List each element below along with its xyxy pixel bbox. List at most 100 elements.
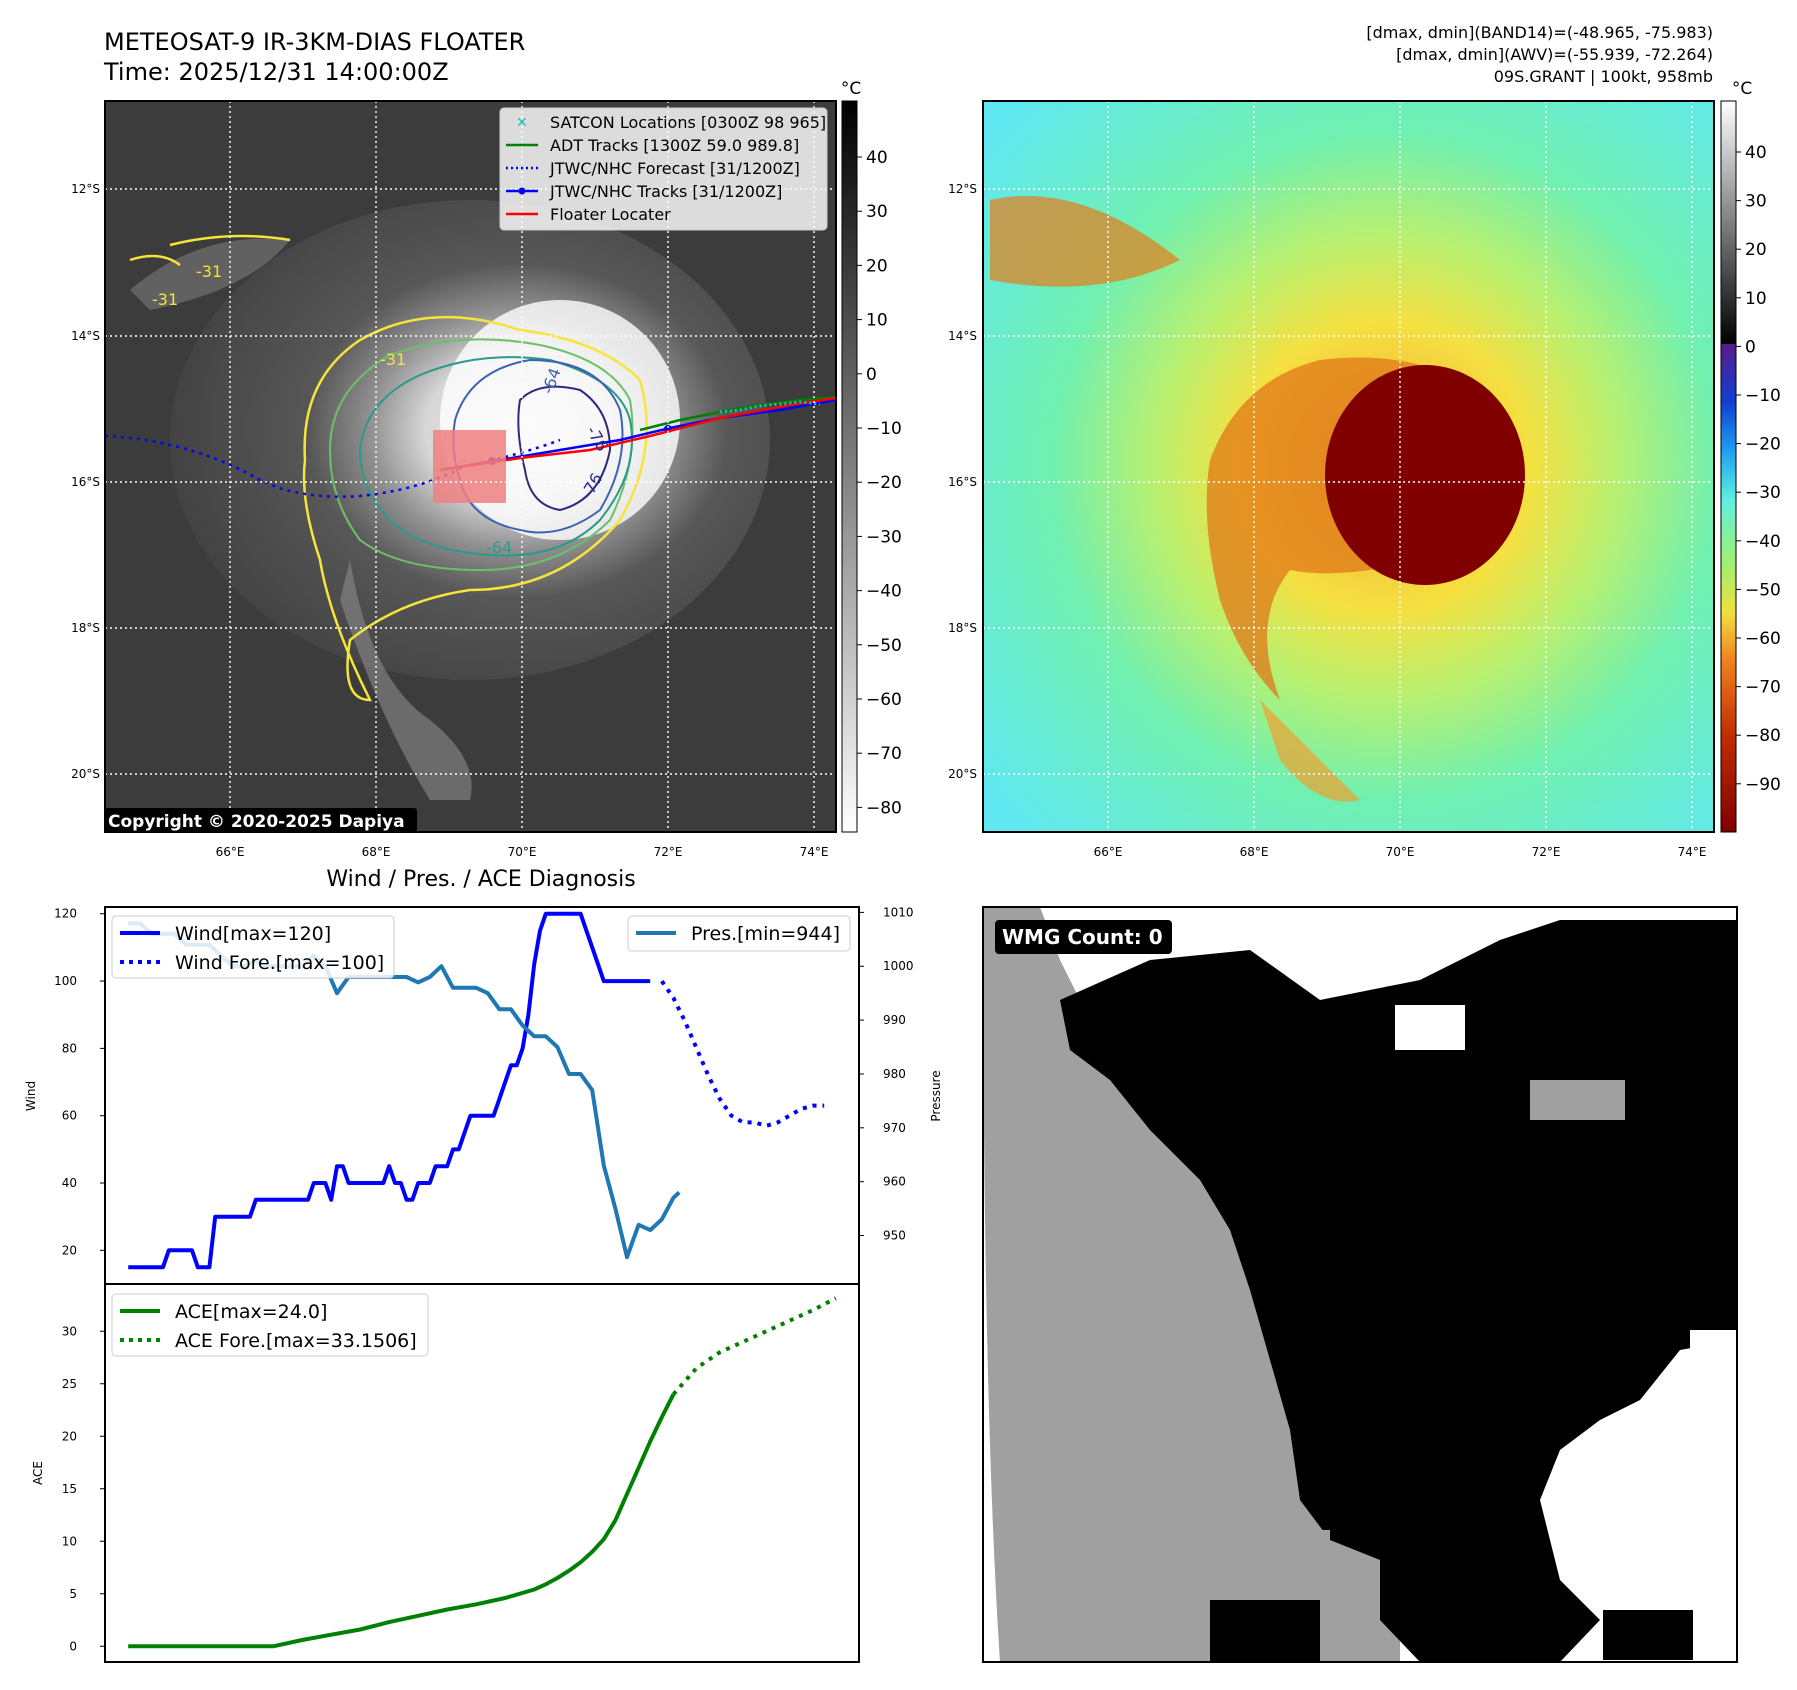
wmg-white-patch	[1395, 1005, 1465, 1050]
awv-colorbar-tick-label: 0	[1745, 337, 1756, 357]
ir-rainband	[340, 560, 472, 800]
wind-ytick-label: 40	[62, 1176, 77, 1190]
ir-colorbar-tick-label: 20	[866, 256, 888, 276]
legend-label: Floater Locater	[550, 205, 671, 224]
awv-colorbar-tick-label: 40	[1745, 143, 1767, 163]
awv-colorbar-tick-label: −20	[1745, 435, 1781, 455]
contour-label: -31	[380, 350, 406, 369]
pressure-ytick-label: 990	[883, 1013, 906, 1027]
ir-colorbar-tick-label: 30	[866, 202, 888, 222]
awv-core	[1325, 365, 1525, 585]
lat-label: 18°S	[71, 621, 100, 635]
ace-ytick-label: 25	[62, 1377, 77, 1391]
ace-axis-label: ACE	[31, 1461, 45, 1485]
awv-colorbar-tick-label: −50	[1745, 580, 1781, 600]
legend-swatch-satcon: ✕	[516, 115, 528, 131]
adt-track	[639, 395, 836, 432]
ace-legend-box	[111, 1293, 429, 1357]
awv-colorbar-ramp-bottom	[1721, 344, 1736, 832]
ace-ytick-label: 20	[62, 1429, 77, 1443]
awv-band-s	[1260, 700, 1360, 802]
lon-label: 74°E	[800, 845, 829, 859]
wind-ytick-label: 20	[62, 1243, 77, 1257]
contour-label: -64	[486, 538, 512, 557]
awv-colorbar-tick-label: −70	[1745, 678, 1781, 698]
awv-colorbar-tick-label: 10	[1745, 289, 1767, 309]
legend-label-ace-fore: ACE Fore.[max=33.1506]	[175, 1330, 417, 1352]
pressure-legend-box	[627, 915, 851, 952]
pressure-ytick-label: 1000	[883, 959, 914, 973]
pressure-ytick-label: 950	[883, 1229, 906, 1243]
wind-legend: Wind[max=120] Wind Fore.[max=100]	[111, 915, 395, 979]
contour-31	[302, 315, 648, 702]
awv-lat-labels: 12°S 14°S 16°S 18°S 20°S	[948, 182, 977, 781]
awv-map-panel: 12°S 14°S 16°S 18°S 20°S 66°E 68°E 70°E …	[948, 79, 1781, 859]
wind-ytick-label: 100	[54, 974, 77, 988]
awv-colorbar-tick-label: −40	[1745, 532, 1781, 552]
contour-label: -31	[196, 262, 222, 281]
wmg-gray-patch	[1530, 1080, 1625, 1120]
copyright-badge	[104, 808, 417, 832]
lon-label: 66°E	[1094, 845, 1123, 859]
ir-map-panel: -31 -31 -31 -64 -76 -76 -64 12°S 14°S 16…	[71, 79, 902, 859]
ace-chart-plot: 0 5 10 15 20 25 30	[62, 1296, 837, 1653]
ir-colorbar-tick-label: −70	[866, 744, 902, 764]
lat-label: 14°S	[71, 329, 100, 343]
awv-colorbar-tick-label: −30	[1745, 483, 1781, 503]
wmg-white-edge	[1690, 1330, 1737, 1662]
wind-series-1	[660, 979, 825, 1128]
awv-colorbar-tick-label: −60	[1745, 629, 1781, 649]
legend-label-ace: ACE[max=24.0]	[175, 1301, 327, 1323]
legend-label: JTWC/NHC Forecast [31/1200Z]	[549, 159, 800, 178]
lon-label: 70°E	[1386, 845, 1415, 859]
ir-colorbar-tick-label: 40	[866, 148, 888, 168]
wind-ytick-label: 80	[62, 1041, 77, 1055]
ir-imagery: -31 -31 -31 -64 -76 -76 -64	[105, 101, 836, 832]
diagnosis-title: Wind / Pres. / ACE Diagnosis	[326, 867, 635, 892]
ace-ytick-label: 15	[62, 1482, 77, 1496]
ace-ytick-label: 10	[62, 1534, 77, 1548]
pressure-ytick-label: 970	[883, 1121, 906, 1135]
ir-colorbar-tick-label: −40	[866, 582, 902, 602]
legend-swatch-tracks-dot	[518, 187, 526, 195]
legend-label: SATCON Locations [0300Z 98 965]	[550, 113, 826, 132]
ace-series-1	[671, 1296, 837, 1396]
awv-colorbar-tick-label: 30	[1745, 192, 1767, 212]
ir-colorbar-tick-label: 10	[866, 311, 888, 331]
pressure-ytick-label: 1010	[883, 905, 914, 919]
awv-colorbar-unit: °C	[1732, 79, 1752, 99]
pressure-ytick-label: 980	[883, 1067, 906, 1081]
wind-series-0	[128, 911, 651, 1270]
lon-label: 72°E	[654, 845, 683, 859]
contour-76	[517, 385, 612, 512]
awv-colorbar-tick-label: −90	[1745, 775, 1781, 795]
ir-lon-labels: 66°E 68°E 70°E 72°E 74°E	[216, 845, 829, 859]
lat-label: 12°S	[948, 182, 977, 196]
awv-lon-labels: 66°E 68°E 70°E 72°E 74°E	[1094, 845, 1707, 859]
ir-colorbar: °C 40 30 20 10 0 −10 −20 −30 −40 −50 −60 −70 −80	[841, 79, 902, 833]
ir-colorbar-tick-label: −20	[866, 473, 902, 493]
awv-colorbar: °C 40 30 20 10 0 −10 −20 −30 −40 −50 −60 −70 −80 −90	[1720, 79, 1781, 833]
lon-label: 74°E	[1678, 845, 1707, 859]
legend-label: ADT Tracks [1300Z 59.0 989.8]	[550, 136, 799, 155]
pressure-ytick-label: 960	[883, 1175, 906, 1189]
floater-box	[433, 430, 506, 503]
figure-title: METEOSAT-9 IR-3KM-DIAS FLOATER	[104, 28, 525, 56]
ace-legend: ACE[max=24.0] ACE Fore.[max=33.1506]	[111, 1293, 429, 1357]
pressure-legend: Pres.[min=944]	[627, 915, 851, 952]
wmg-panel: WMG Count: 0	[982, 906, 1738, 1663]
legend-label-pressure: Pres.[min=944]	[691, 923, 840, 945]
wind-legend-box	[111, 915, 395, 979]
legend-label: JTWC/NHC Tracks [31/1200Z]	[549, 182, 782, 201]
wmg-frame	[982, 906, 1738, 1663]
lat-label: 16°S	[71, 475, 100, 489]
contour-label: -31	[152, 290, 178, 309]
info-awv: [dmax, dmin](AWV)=(-55.939, -72.264)	[1396, 45, 1713, 64]
lat-label: 20°S	[71, 767, 100, 781]
jtwc-forecast-track	[105, 434, 561, 498]
lon-label: 70°E	[508, 845, 537, 859]
ir-colorbar-ticks: 40 30 20 10 0 −10 −20 −30 −40 −50 −60 −70 −80	[857, 148, 902, 818]
legend-label-wind: Wind[max=120]	[175, 923, 331, 945]
lat-label: 20°S	[948, 767, 977, 781]
ace-series-0	[128, 1393, 676, 1649]
